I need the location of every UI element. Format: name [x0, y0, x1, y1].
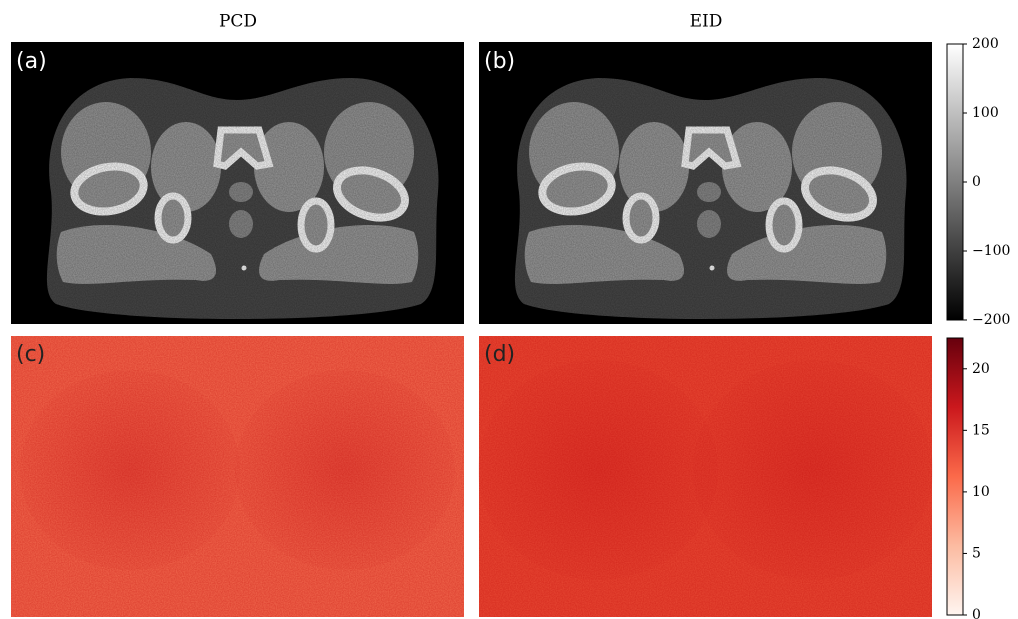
ct-image [11, 42, 464, 324]
noise-map [11, 336, 464, 617]
tick-label: 20 [972, 361, 990, 377]
tick-label: 200 [972, 36, 999, 52]
tick-label: 0 [972, 174, 981, 190]
tick-label: 0 [972, 607, 981, 619]
ct-image [479, 42, 932, 324]
tick-label: −200 [972, 312, 1010, 328]
panel-label: (b) [484, 49, 515, 74]
tick-label: 15 [972, 422, 990, 438]
tick-label: 100 [972, 105, 999, 121]
noise-map [478, 336, 933, 617]
column-title: PCD [219, 12, 257, 32]
colorbar [947, 44, 963, 320]
panel-label: (a) [16, 49, 47, 74]
colorbar [947, 338, 963, 615]
column-title: EID [690, 12, 723, 32]
panel-label: (c) [16, 342, 45, 367]
tick-label: 5 [972, 545, 981, 561]
tick-label: 10 [972, 484, 990, 500]
tick-label: −100 [972, 243, 1010, 259]
panel-label: (d) [484, 342, 515, 367]
figure: PCD EID (a) (b) (c) (d) 200 100 0 −100 −200 0… [0, 0, 1018, 619]
